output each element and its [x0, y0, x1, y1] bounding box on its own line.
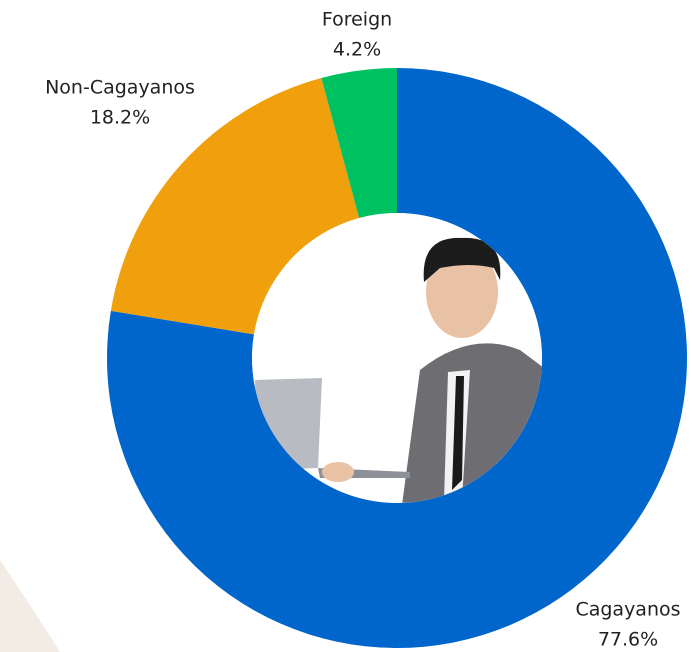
slice-label: Cagayanos: [575, 599, 680, 621]
background-shape: [0, 560, 60, 652]
slice-label: Non-Cagayanos: [45, 77, 195, 99]
labels: Cagayanos 77.6% Non-Cagayanos 18.2% Foreign 4…: [45, 9, 680, 651]
slice-value-label: 18.2%: [90, 107, 150, 129]
donut-slice: [110, 78, 360, 335]
slice-label: Foreign: [322, 9, 392, 31]
slice-value-label: 77.6%: [598, 629, 658, 651]
slice-value-label: 4.2%: [333, 39, 381, 61]
slices: [107, 68, 687, 649]
donut-slice: [321, 68, 397, 219]
donut-slice: [107, 68, 687, 649]
